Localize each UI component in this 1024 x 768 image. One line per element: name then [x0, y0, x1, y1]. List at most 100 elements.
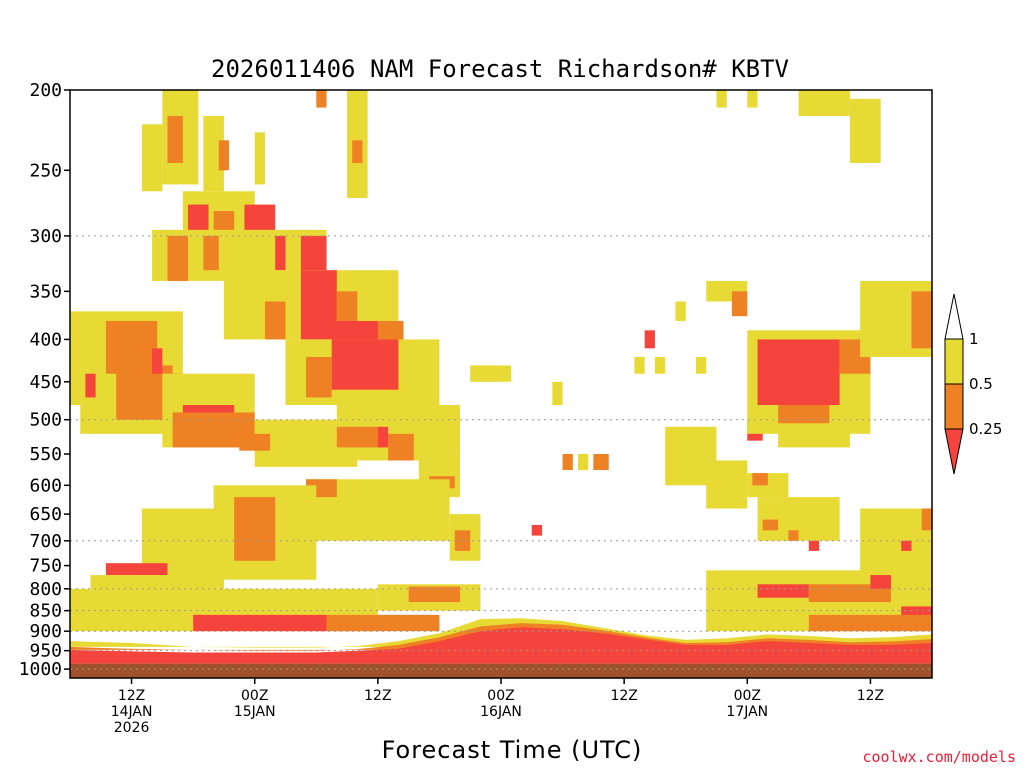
heatmap-cell [762, 519, 779, 531]
heatmap-cell [757, 584, 809, 598]
heatmap-cells [70, 90, 932, 632]
heatmap-cell [808, 584, 891, 603]
heatmap-cell [752, 473, 768, 486]
x-tick-label: 00Z [241, 688, 268, 704]
heatmap-cell [254, 132, 265, 185]
x-tick-label: 12Z [857, 688, 884, 704]
heatmap-cell [716, 90, 727, 108]
y-tick-label: 1000 [19, 659, 62, 680]
heatmap-cell [654, 356, 666, 374]
heatmap-cell [275, 235, 286, 271]
credit-link[interactable]: coolwx.com/models [862, 748, 1016, 766]
y-tick-label: 900 [29, 621, 62, 642]
heatmap-cell [408, 586, 460, 603]
heatmap-cell [300, 235, 327, 271]
heatmap-cell [331, 339, 399, 390]
heatmap-cell [300, 270, 337, 340]
heatmap-cell [531, 525, 543, 536]
colorbar-top-arrow [944, 293, 964, 340]
heatmap-cell [203, 235, 219, 271]
heatmap-cell [239, 433, 271, 451]
heatmap-cell [141, 124, 163, 192]
heatmap-cell [921, 508, 932, 531]
x-tick-label: 00Z [487, 688, 514, 704]
x-tick-label: 2026 [114, 720, 150, 736]
low-level-bands [70, 618, 932, 664]
x-tick-label: 16JAN [480, 704, 522, 720]
low-level-band [70, 627, 932, 664]
colorbar: 1 0.5 0.25 [944, 293, 1002, 475]
heatmap-cell [388, 433, 414, 461]
y-tick-label: 550 [29, 444, 62, 465]
y-tick-label: 650 [29, 504, 62, 525]
heatmap-cell [901, 540, 912, 551]
heatmap-cell [860, 508, 932, 580]
y-axis: 200 250 300 350 400 450 500 550 600 650 700 7508008… [19, 80, 70, 680]
heatmap-cell [593, 453, 609, 470]
heatmap-cell [757, 339, 840, 406]
heatmap-cell [470, 365, 512, 382]
colorbar-label: 0.25 [969, 420, 1002, 438]
heatmap-cell [105, 563, 168, 576]
heatmap-cell [105, 320, 158, 374]
colorbar-label: 0.5 [969, 375, 993, 393]
heatmap-cell [788, 530, 799, 541]
heatmap-cell [675, 301, 686, 321]
heatmap-cell [213, 211, 235, 236]
heatmap-cell [85, 373, 96, 398]
heatmap-cell [167, 235, 189, 281]
y-tick-label: 350 [29, 281, 62, 302]
y-tick-label: 450 [29, 372, 62, 393]
y-tick-label: 950 [29, 641, 62, 662]
colorbar-segment [944, 383, 964, 430]
y-tick-label: 250 [29, 160, 62, 181]
colorbar-segment [944, 338, 964, 385]
heatmap-cell [778, 423, 850, 448]
chart-title: 2026011406 NAM Forecast Richardson# KBTV [211, 55, 789, 83]
heatmap-cell [152, 348, 163, 374]
x-axis-label: Forecast Time (UTC) [382, 736, 643, 764]
heatmap-cell [218, 140, 230, 171]
heatmap-cell [264, 301, 286, 340]
heatmap-cell [911, 291, 932, 349]
heatmap-cell [188, 204, 209, 236]
heatmap-cell [634, 356, 645, 374]
heatmap-cell [798, 90, 850, 117]
heatmap-cell [808, 540, 820, 551]
heatmap-cell [747, 90, 758, 108]
heatmap-cell [167, 116, 183, 164]
y-tick-label: 700 [29, 531, 62, 552]
ground-fill [70, 663, 932, 678]
x-tick-label: 15JAN [234, 704, 276, 720]
heatmap-cell [306, 356, 332, 398]
x-tick-label: 12Z [118, 688, 145, 704]
heatmap-cell [562, 453, 573, 470]
y-tick-label: 850 [29, 601, 62, 622]
heatmap-cell [352, 140, 363, 164]
y-tick-label: 500 [29, 410, 62, 431]
y-tick-label: 750 [29, 556, 62, 577]
heatmap-cell [193, 614, 327, 632]
heatmap-cell [731, 291, 748, 317]
heatmap-cell [316, 90, 327, 108]
y-tick-label: 800 [29, 579, 62, 600]
colorbar-label: 1 [969, 330, 979, 348]
heatmap-cell [234, 497, 276, 561]
x-tick-label: 12Z [364, 688, 391, 704]
y-tick-label: 600 [29, 475, 62, 496]
y-tick-label: 200 [29, 80, 62, 101]
colorbar-bottom-arrow [944, 428, 964, 475]
heatmap-cell [706, 460, 748, 509]
ground-layer [70, 663, 932, 678]
heatmap-cell [203, 116, 224, 192]
heatmap-cell [336, 426, 383, 448]
heatmap-cell [644, 330, 655, 349]
heatmap-cell [778, 405, 830, 427]
heatmap-cell [377, 426, 389, 448]
y-tick-label: 400 [29, 329, 62, 350]
x-tick-label: 17JAN [726, 704, 768, 720]
heatmap-cell [695, 356, 707, 374]
heatmap-cell [326, 614, 440, 632]
